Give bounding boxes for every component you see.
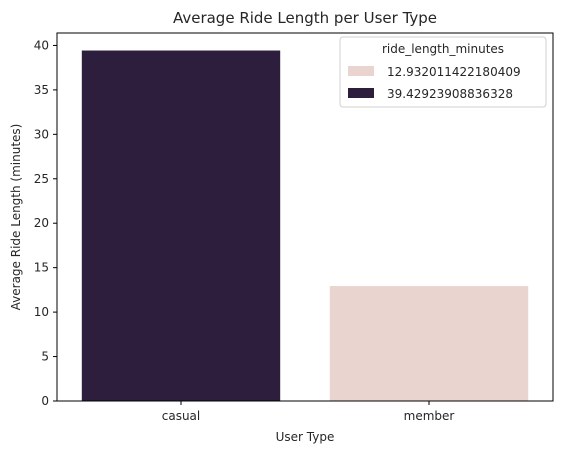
legend-label-1: 39.42923908836328 bbox=[387, 87, 513, 101]
y-tick-label: 30 bbox=[34, 127, 49, 141]
y-tick-label: 25 bbox=[34, 172, 49, 186]
bar-casual bbox=[82, 51, 280, 401]
x-tick-label: member bbox=[404, 409, 455, 423]
bar-member bbox=[330, 286, 528, 401]
y-tick-label: 0 bbox=[41, 394, 49, 408]
legend-swatch-1 bbox=[348, 88, 374, 98]
y-tick-label: 40 bbox=[34, 38, 49, 52]
chart-title: Average Ride Length per User Type bbox=[173, 9, 437, 27]
legend-title: ride_length_minutes bbox=[382, 42, 504, 56]
y-tick-label: 10 bbox=[34, 305, 49, 319]
x-tick-label: casual bbox=[162, 409, 201, 423]
y-tick-label: 35 bbox=[34, 83, 49, 97]
legend: ride_length_minutes 12.932011422180409 3… bbox=[340, 37, 546, 107]
y-tick-label: 15 bbox=[34, 261, 49, 275]
y-tick-label: 5 bbox=[41, 350, 49, 364]
legend-swatch-0 bbox=[348, 66, 374, 76]
y-axis-label: Average Ride Length (minutes) bbox=[9, 124, 23, 311]
x-axis-label: User Type bbox=[276, 430, 335, 444]
legend-label-0: 12.932011422180409 bbox=[387, 65, 521, 79]
y-tick-label: 20 bbox=[34, 216, 49, 230]
